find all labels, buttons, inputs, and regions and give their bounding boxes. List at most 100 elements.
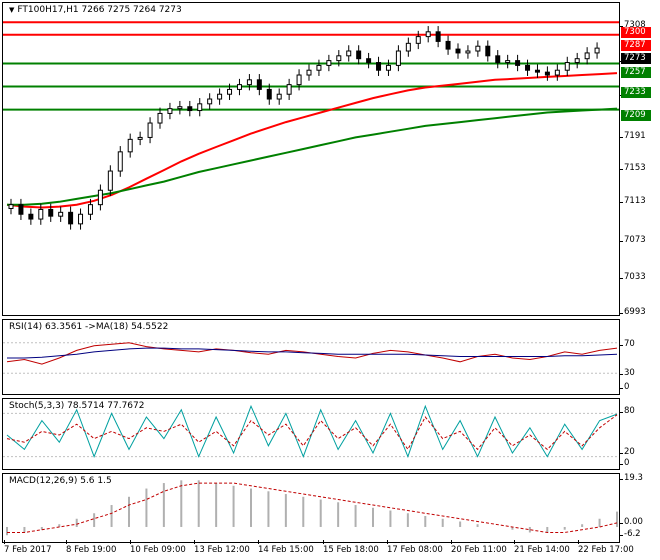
candle-body	[495, 55, 501, 64]
macd-chart	[6, 480, 618, 536]
candle-body	[425, 31, 431, 38]
time-label: 20 Feb 11:00	[451, 540, 507, 555]
candle-body	[38, 208, 44, 220]
macd-level: 19.3	[620, 473, 643, 483]
time-label: 14 Feb 15:00	[258, 540, 314, 555]
rsi-level: 0	[619, 382, 630, 392]
price-chart-pane[interactable]: ▼ FT100H17,H1 7266 7275 7264 7273	[2, 2, 620, 316]
macd-axis: 19.3 0.00 -6.2	[620, 473, 660, 543]
candle-body	[574, 58, 580, 64]
candle-body	[246, 79, 252, 86]
stoch-axis: 80 20 0	[619, 398, 660, 470]
rsi-level: 30	[620, 368, 635, 378]
rsi-ma-line	[7, 347, 618, 359]
stoch-pane[interactable]: Stoch(5,3,3) 78.5714 77.7672	[2, 398, 620, 470]
candle-body	[68, 211, 74, 225]
candle-body	[306, 69, 312, 76]
candle-body	[127, 138, 133, 153]
candle-body	[18, 204, 24, 215]
chart-header-text: FT100H17,H1 7266 7275 7264 7273	[17, 5, 182, 15]
candle-body	[227, 88, 233, 95]
candle-body	[117, 151, 123, 172]
candle-body	[236, 84, 242, 90]
time-label: 10 Feb 09:00	[130, 540, 186, 555]
price-tick: 7033	[620, 272, 646, 282]
stoch-main-line	[6, 404, 618, 459]
candle-body	[485, 45, 491, 57]
candle-body	[554, 69, 560, 76]
price-tick: 7113	[620, 196, 646, 206]
candle-body	[346, 50, 352, 57]
candle-body	[87, 204, 93, 215]
moving-average-line	[7, 107, 618, 206]
candle-body	[385, 64, 391, 71]
candle-body	[197, 103, 203, 112]
macd-signal-line	[7, 482, 618, 533]
candle-body	[28, 213, 34, 220]
stoch-chart	[3, 404, 619, 459]
candle-body	[296, 74, 302, 86]
candle-body	[48, 208, 54, 217]
candle-body	[167, 108, 173, 114]
candle-body	[564, 62, 570, 71]
candle-body	[366, 58, 372, 64]
candle-body	[8, 204, 14, 209]
time-label: 15 Feb 18:00	[323, 540, 379, 555]
chart-header: ▼ FT100H17,H1 7266 7275 7264 7273	[9, 5, 182, 15]
price-tick: 7073	[620, 235, 646, 245]
rsi-chart	[3, 342, 619, 374]
candle-body	[415, 36, 421, 44]
macd-pane[interactable]: MACD(12,26,9) 5.6 1.5	[2, 473, 620, 543]
price-tag-support: 7257	[621, 67, 651, 78]
candle-body	[276, 93, 282, 100]
stoch-level: 80	[620, 406, 635, 416]
stoch-header: Stoch(5,3,3) 78.5714 77.7672	[9, 401, 145, 411]
candle-body	[157, 112, 163, 124]
candle-body	[475, 45, 481, 52]
candle-body	[534, 69, 540, 73]
moving-average-line	[6, 72, 618, 209]
candle-body	[207, 98, 213, 105]
price-tick: 7191	[620, 131, 646, 141]
candle-body	[326, 60, 332, 66]
stoch-level: 0	[619, 458, 630, 468]
candle-body	[505, 60, 511, 64]
price-tag-current: 7273	[621, 53, 651, 64]
time-label: 17 Feb 08:00	[387, 540, 443, 555]
candle-body	[584, 52, 590, 60]
rsi-axis: 70 30 0	[619, 319, 660, 395]
candle-body	[455, 48, 461, 54]
macd-header: MACD(12,26,9) 5.6 1.5	[9, 476, 112, 486]
candle-body	[376, 62, 382, 71]
rsi-header: RSI(14) 63.3561 ->MA(18) 54.5522	[9, 322, 169, 332]
price-chart	[3, 21, 619, 230]
candle-body	[147, 122, 153, 138]
time-label: 22 Feb 17:00	[578, 540, 634, 555]
candle-body	[217, 93, 223, 100]
macd-level: 0.00	[620, 517, 643, 527]
rsi-pane[interactable]: RSI(14) 63.3561 ->MA(18) 54.5522	[2, 319, 620, 395]
price-tick: 7153	[620, 163, 646, 173]
candle-body	[107, 170, 113, 191]
rsi-level: 70	[620, 339, 635, 349]
price-tick: 6993	[620, 307, 646, 317]
price-tag-resistance: 7287	[621, 40, 651, 51]
candle-body	[515, 60, 521, 66]
candle-body	[395, 50, 401, 66]
stoch-level: 20	[620, 447, 635, 457]
price-tag-support: 7209	[621, 110, 651, 121]
dropdown-arrow-icon[interactable]: ▼	[9, 6, 15, 14]
candle-body	[435, 31, 441, 42]
time-label: 8 Feb 19:00	[66, 540, 117, 555]
price-tick: 7308	[620, 20, 646, 30]
candle-body	[58, 211, 64, 217]
candle-body	[594, 47, 600, 54]
price-tag-support: 7233	[621, 87, 651, 98]
candle-body	[137, 136, 143, 140]
candle-body	[266, 88, 272, 100]
time-label: 21 Feb 14:00	[514, 540, 570, 555]
candle-body	[78, 213, 84, 225]
candle-body	[544, 71, 550, 76]
time-label: 7 Feb 2017	[4, 540, 52, 555]
candle-body	[356, 50, 362, 60]
